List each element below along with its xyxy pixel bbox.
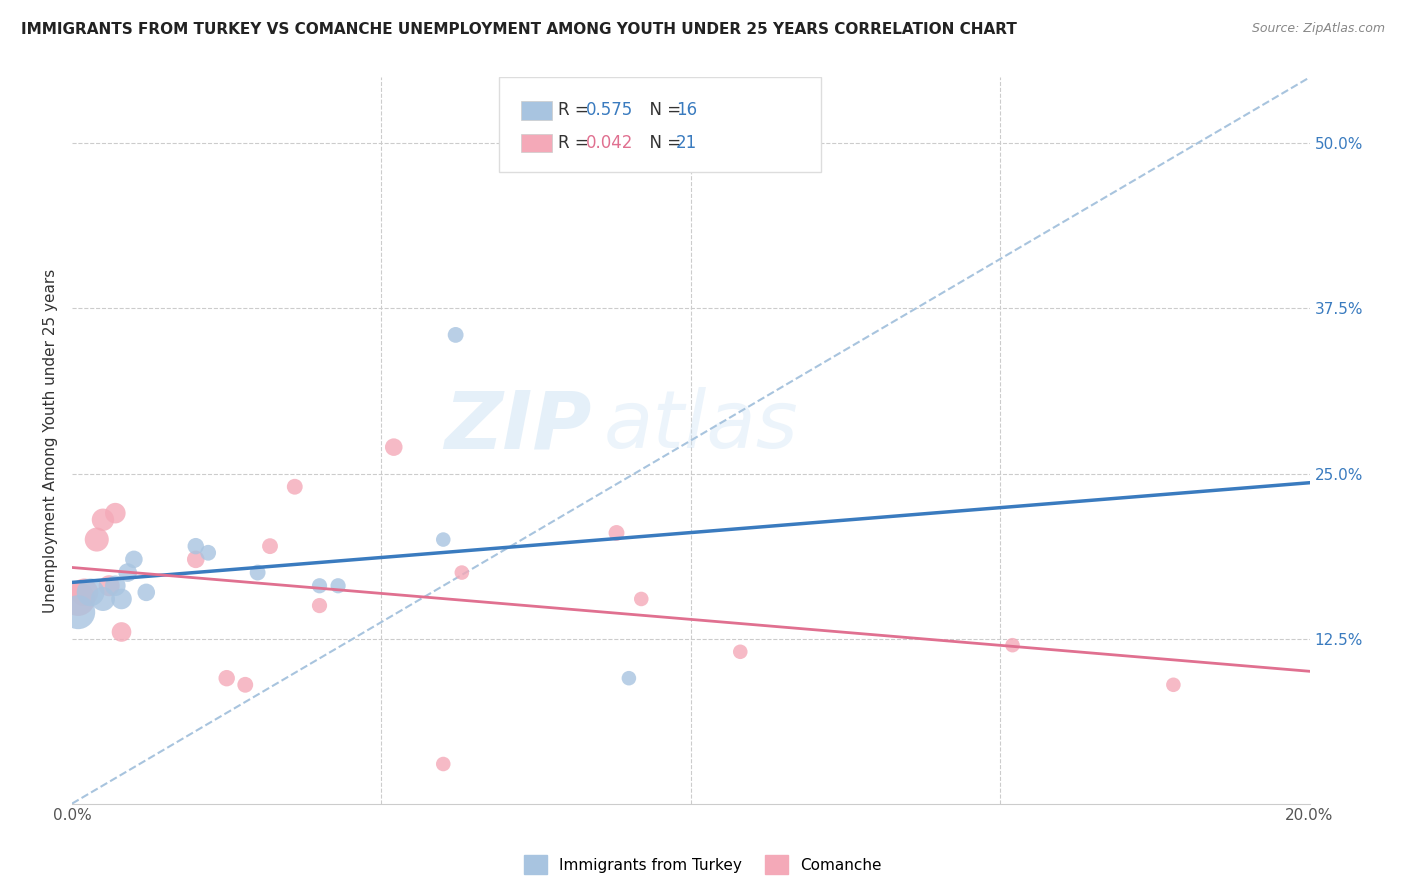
Point xyxy=(73,585,96,599)
FancyBboxPatch shape xyxy=(522,134,553,153)
Point xyxy=(432,757,454,772)
Point xyxy=(730,645,752,659)
Text: N =: N = xyxy=(638,134,686,152)
Text: R =: R = xyxy=(558,101,595,120)
Point xyxy=(308,599,330,613)
Text: R =: R = xyxy=(558,134,595,152)
Point xyxy=(308,579,330,593)
Point xyxy=(246,566,269,580)
Point xyxy=(135,585,157,599)
Point xyxy=(104,506,127,520)
Point xyxy=(184,552,207,566)
Point xyxy=(184,539,207,553)
Point xyxy=(432,533,454,547)
Text: 21: 21 xyxy=(676,134,697,152)
Point xyxy=(79,585,101,599)
Point xyxy=(233,678,256,692)
Text: 0.575: 0.575 xyxy=(585,101,633,120)
Legend: Immigrants from Turkey, Comanche: Immigrants from Turkey, Comanche xyxy=(517,849,889,880)
Point xyxy=(630,591,652,606)
Point xyxy=(1163,678,1185,692)
Point xyxy=(1001,638,1024,652)
Text: N =: N = xyxy=(638,101,686,120)
Point xyxy=(326,579,349,593)
Y-axis label: Unemployment Among Youth under 25 years: Unemployment Among Youth under 25 years xyxy=(44,268,58,613)
Point xyxy=(110,591,132,606)
Point xyxy=(110,624,132,639)
Point xyxy=(67,605,90,619)
Text: ZIP: ZIP xyxy=(444,387,592,465)
FancyBboxPatch shape xyxy=(522,102,553,120)
Point xyxy=(197,546,219,560)
Point xyxy=(98,579,121,593)
Point xyxy=(259,539,281,553)
Point xyxy=(382,440,405,454)
Point xyxy=(104,579,127,593)
Text: atlas: atlas xyxy=(605,387,799,465)
Text: 16: 16 xyxy=(676,101,697,120)
FancyBboxPatch shape xyxy=(499,78,821,172)
Text: IMMIGRANTS FROM TURKEY VS COMANCHE UNEMPLOYMENT AMONG YOUTH UNDER 25 YEARS CORRE: IMMIGRANTS FROM TURKEY VS COMANCHE UNEMP… xyxy=(21,22,1017,37)
Point xyxy=(215,671,238,685)
Point xyxy=(117,566,139,580)
Point xyxy=(284,480,307,494)
Point xyxy=(617,671,640,685)
Point xyxy=(122,552,145,566)
Point xyxy=(444,327,467,342)
Point xyxy=(67,591,90,606)
Point xyxy=(91,513,114,527)
Text: Source: ZipAtlas.com: Source: ZipAtlas.com xyxy=(1251,22,1385,36)
Point xyxy=(86,533,108,547)
Text: 0.042: 0.042 xyxy=(585,134,633,152)
Point xyxy=(605,525,627,540)
Point xyxy=(450,566,472,580)
Point xyxy=(91,591,114,606)
